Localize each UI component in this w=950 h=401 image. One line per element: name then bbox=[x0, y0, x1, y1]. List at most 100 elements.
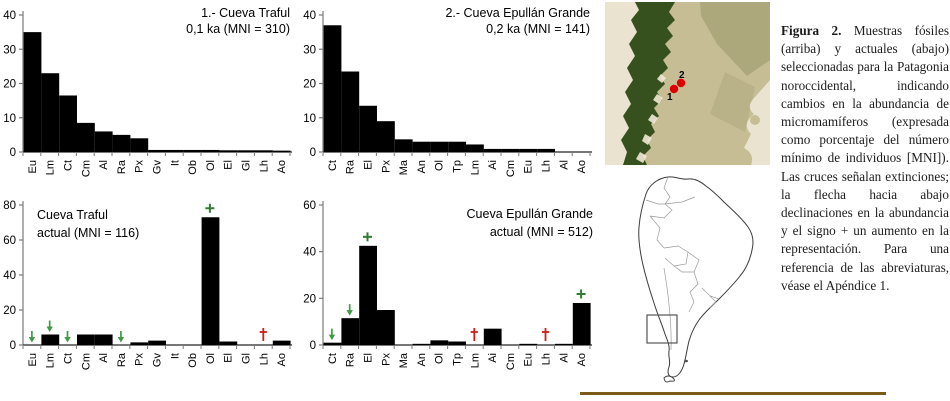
markers bbox=[28, 203, 267, 343]
highland-texture-north bbox=[700, 2, 770, 76]
bar-Lh bbox=[255, 150, 273, 152]
caption-text: Muestras fósiles (arriba) y actuales (ab… bbox=[781, 23, 949, 293]
chart-title-line: 0,1 ka (MNI = 310) bbox=[186, 22, 290, 36]
chart-epullan-modern: 0 20 40 60 Ct Ra El Px Ma An Ol Tp Lm Ai Cm Eu Lh Al Ao Cue… bbox=[301, 193, 598, 401]
bar-Ao bbox=[272, 340, 291, 345]
bar-Eu bbox=[519, 343, 538, 345]
bar-Gv bbox=[148, 340, 166, 345]
category-label-Lm: Lm bbox=[45, 353, 57, 368]
y-tick-label: 20 bbox=[3, 305, 16, 317]
bar-Ai bbox=[483, 328, 502, 345]
category-label-Gv: Gv bbox=[152, 353, 164, 368]
y-axis-ticks: 0 20 40 60 bbox=[303, 200, 323, 352]
y-tick-label: 10 bbox=[3, 113, 16, 125]
category-label-Tp: Tp bbox=[452, 353, 464, 366]
chart-title-line: 1.- Cueva Traful bbox=[201, 6, 290, 20]
bar-Al bbox=[94, 334, 113, 345]
category-label-Cm: Cm bbox=[80, 160, 92, 177]
axes bbox=[22, 201, 292, 346]
category-label-Lh: Lh bbox=[541, 353, 553, 365]
y-tick-label: 40 bbox=[3, 270, 16, 282]
x-axis-ticks bbox=[22, 153, 291, 156]
category-label-Px: Px bbox=[380, 353, 392, 366]
y-tick-label: 60 bbox=[303, 200, 316, 212]
bar-Al bbox=[555, 343, 573, 345]
category-label-It: It bbox=[169, 353, 181, 359]
category-label-Eu: Eu bbox=[523, 160, 535, 173]
category-label-Ai: Ai bbox=[487, 353, 499, 363]
category-label-Px: Px bbox=[380, 160, 392, 173]
decline-arrow-head-icon bbox=[28, 337, 36, 343]
y-tick-label: 60 bbox=[3, 235, 16, 247]
category-label-Ai: Ai bbox=[487, 160, 499, 170]
category-label-Ob: Ob bbox=[187, 353, 199, 368]
y-tick-label: 30 bbox=[303, 44, 316, 56]
y-tick-label: 20 bbox=[303, 79, 316, 91]
category-label-Gl: Gl bbox=[241, 353, 253, 364]
bar-Px bbox=[377, 310, 395, 345]
chart-svg: 0 10 20 30 40 Ct Ra El Px Ma An Ol Tp Lm Ai Cm Eu Lh Al Ao 2… bbox=[303, 6, 592, 177]
bars bbox=[323, 25, 555, 152]
bar-Ol bbox=[430, 340, 449, 345]
y-tick-label: 20 bbox=[3, 79, 16, 91]
bar-Gv bbox=[148, 149, 166, 152]
bar-Cm bbox=[77, 122, 95, 152]
category-label-Al: Al bbox=[558, 160, 570, 170]
chart-traful-modern: 0 20 40 60 80 Eu Lm Ct Cm Al Ra Px Gv It Ob Ol El Gl Lh Ao C… bbox=[1, 193, 300, 401]
y-axis-ticks: 0 20 40 60 80 bbox=[3, 200, 23, 352]
y-tick-label: 0 bbox=[10, 147, 16, 159]
figure-caption: Figura 2. Muestras fósiles (arriba) y ac… bbox=[781, 22, 949, 295]
category-label-Px: Px bbox=[134, 353, 146, 366]
bar-Lm bbox=[41, 73, 60, 152]
decline-arrow-head-icon bbox=[328, 334, 336, 341]
falkland-islands bbox=[684, 359, 688, 363]
bar-Tp bbox=[448, 141, 466, 152]
chart-traful-fossil: 0 10 20 30 40 Eu Lm Ct Cm Al Ra Px Gv It Ob Ol El Gl Lh Ao 1… bbox=[1, 2, 298, 197]
bars bbox=[323, 245, 591, 345]
category-label-Lm: Lm bbox=[45, 160, 57, 175]
chart-title-line: Cueva Traful bbox=[37, 208, 108, 222]
bar-Eu bbox=[519, 148, 538, 152]
bar-Ra bbox=[341, 71, 360, 152]
category-label-Ra: Ra bbox=[345, 159, 357, 174]
category-label-Lh: Lh bbox=[541, 160, 553, 172]
category-label-Ao: Ao bbox=[576, 160, 588, 173]
category-label-Lh: Lh bbox=[258, 160, 270, 172]
caption-label: Figura 2. bbox=[781, 23, 842, 38]
category-label-Gv: Gv bbox=[152, 160, 164, 175]
category-label-Cm: Cm bbox=[505, 353, 517, 370]
category-labels: Ct Ra El Px Ma An Ol Tp Lm Ai Cm Eu Lh Al Ao bbox=[327, 159, 588, 177]
bar-El bbox=[219, 341, 238, 345]
category-label-Gl: Gl bbox=[241, 160, 253, 171]
chart-title-line: actual (MNI = 116) bbox=[37, 226, 139, 240]
category-label-Ma: Ma bbox=[398, 352, 410, 368]
category-label-Lm: Lm bbox=[469, 160, 481, 175]
y-tick-label: 0 bbox=[310, 340, 316, 352]
category-label-Px: Px bbox=[134, 160, 146, 173]
category-label-Ct: Ct bbox=[63, 353, 75, 364]
bar-Px bbox=[377, 121, 395, 152]
bar-Ob bbox=[183, 149, 202, 152]
category-label-Lh: Lh bbox=[258, 353, 270, 365]
south-america-map bbox=[602, 172, 757, 389]
highland-texture-east bbox=[710, 72, 755, 132]
site-1-label: 1 bbox=[667, 92, 673, 103]
decline-arrow-head-icon bbox=[46, 326, 53, 332]
decline-arrow-head-icon bbox=[346, 310, 353, 316]
bar-Tp bbox=[448, 341, 466, 345]
chart-epullan-fossil: 0 10 20 30 40 Ct Ra El Px Ma An Ol Tp Lm Ai Cm Eu Lh Al Ao 2… bbox=[301, 2, 598, 197]
y-axis-ticks: 0 10 20 30 40 bbox=[303, 10, 323, 159]
satellite-map: 1 2 bbox=[605, 2, 770, 170]
bar-Lm bbox=[466, 144, 484, 152]
bars bbox=[23, 32, 291, 152]
y-tick-label: 10 bbox=[303, 113, 316, 125]
y-tick-label: 30 bbox=[3, 44, 16, 56]
y-tick-label: 40 bbox=[303, 247, 316, 259]
category-label-An: An bbox=[416, 353, 428, 366]
category-label-Ao: Ao bbox=[276, 353, 288, 366]
category-label-Ct: Ct bbox=[327, 160, 339, 171]
category-label-Ma: Ma bbox=[398, 159, 410, 175]
category-label-Al: Al bbox=[98, 160, 110, 170]
category-label-Al: Al bbox=[98, 353, 110, 363]
